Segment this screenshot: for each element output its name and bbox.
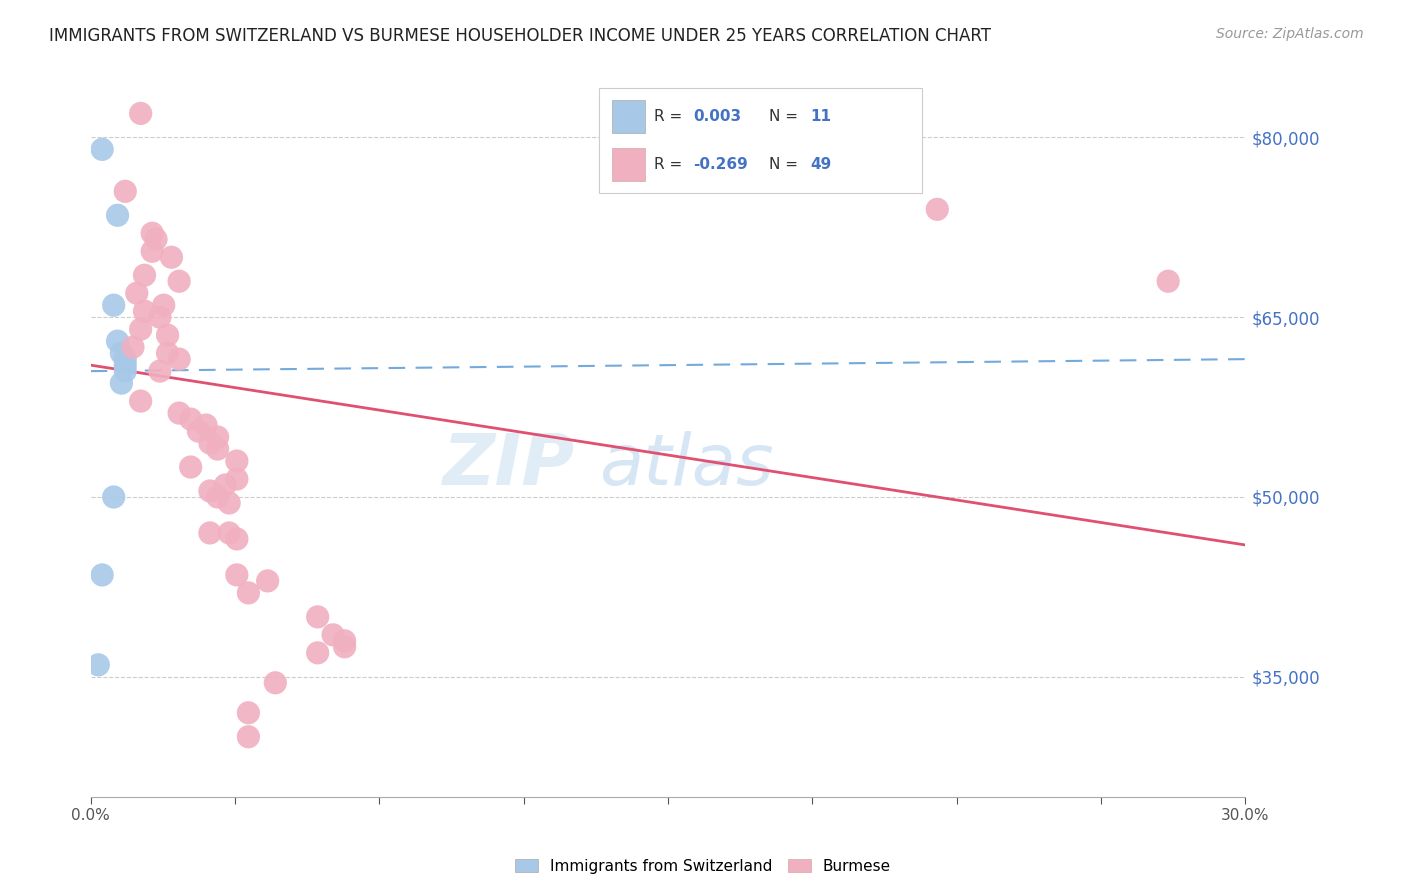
Point — [238, 730, 260, 744]
Text: 11: 11 — [810, 109, 831, 124]
Point — [198, 525, 221, 540]
Point — [1157, 274, 1180, 288]
Point — [225, 532, 247, 546]
Legend: Immigrants from Switzerland, Burmese: Immigrants from Switzerland, Burmese — [509, 853, 897, 880]
Point — [156, 328, 179, 343]
Text: IMMIGRANTS FROM SWITZERLAND VS BURMESE HOUSEHOLDER INCOME UNDER 25 YEARS CORRELA: IMMIGRANTS FROM SWITZERLAND VS BURMESE H… — [49, 27, 991, 45]
Point — [307, 646, 329, 660]
Point — [129, 322, 152, 336]
Point — [207, 490, 229, 504]
Text: R =: R = — [654, 109, 688, 124]
Point — [225, 454, 247, 468]
Point — [114, 364, 136, 378]
Point — [134, 304, 156, 318]
Point — [238, 706, 260, 720]
Point — [180, 412, 202, 426]
Point — [218, 496, 240, 510]
Text: N =: N = — [769, 157, 803, 172]
Point — [149, 364, 172, 378]
Point — [256, 574, 278, 588]
Text: -0.269: -0.269 — [693, 157, 748, 172]
Point — [125, 286, 148, 301]
Point — [322, 628, 344, 642]
Point — [103, 490, 125, 504]
Point — [167, 406, 190, 420]
Point — [141, 227, 163, 241]
Text: 0.003: 0.003 — [693, 109, 741, 124]
Point — [110, 376, 132, 391]
Point — [107, 208, 129, 222]
FancyBboxPatch shape — [613, 148, 645, 181]
Point — [156, 346, 179, 360]
Point — [225, 472, 247, 486]
Point — [198, 436, 221, 450]
Point — [134, 268, 156, 283]
Text: R =: R = — [654, 157, 688, 172]
Text: ZIP: ZIP — [443, 432, 575, 500]
Text: atlas: atlas — [599, 432, 773, 500]
Point — [180, 460, 202, 475]
Point — [141, 244, 163, 259]
Point — [91, 568, 114, 582]
Point — [149, 310, 172, 325]
Point — [87, 657, 110, 672]
Point — [167, 352, 190, 367]
Point — [927, 202, 949, 217]
Point — [107, 334, 129, 348]
Text: 49: 49 — [810, 157, 831, 172]
Point — [333, 640, 356, 654]
Point — [218, 525, 240, 540]
Point — [114, 352, 136, 367]
Text: N =: N = — [769, 109, 803, 124]
Point — [187, 424, 209, 438]
Text: Source: ZipAtlas.com: Source: ZipAtlas.com — [1216, 27, 1364, 41]
Point — [195, 418, 218, 433]
Point — [110, 346, 132, 360]
Point — [152, 298, 174, 312]
Point — [129, 394, 152, 409]
Point — [238, 586, 260, 600]
Point — [207, 442, 229, 456]
Point — [167, 274, 190, 288]
Point — [129, 106, 152, 120]
Point — [91, 142, 114, 156]
Point — [103, 298, 125, 312]
FancyBboxPatch shape — [613, 100, 645, 133]
Point — [307, 610, 329, 624]
Point — [122, 340, 145, 354]
Point — [198, 483, 221, 498]
Point — [207, 430, 229, 444]
Point — [114, 358, 136, 372]
FancyBboxPatch shape — [599, 88, 922, 193]
Point — [333, 633, 356, 648]
Point — [160, 250, 183, 264]
Point — [225, 568, 247, 582]
Point — [114, 184, 136, 198]
Point — [214, 478, 236, 492]
Point — [264, 675, 287, 690]
Point — [145, 232, 167, 246]
